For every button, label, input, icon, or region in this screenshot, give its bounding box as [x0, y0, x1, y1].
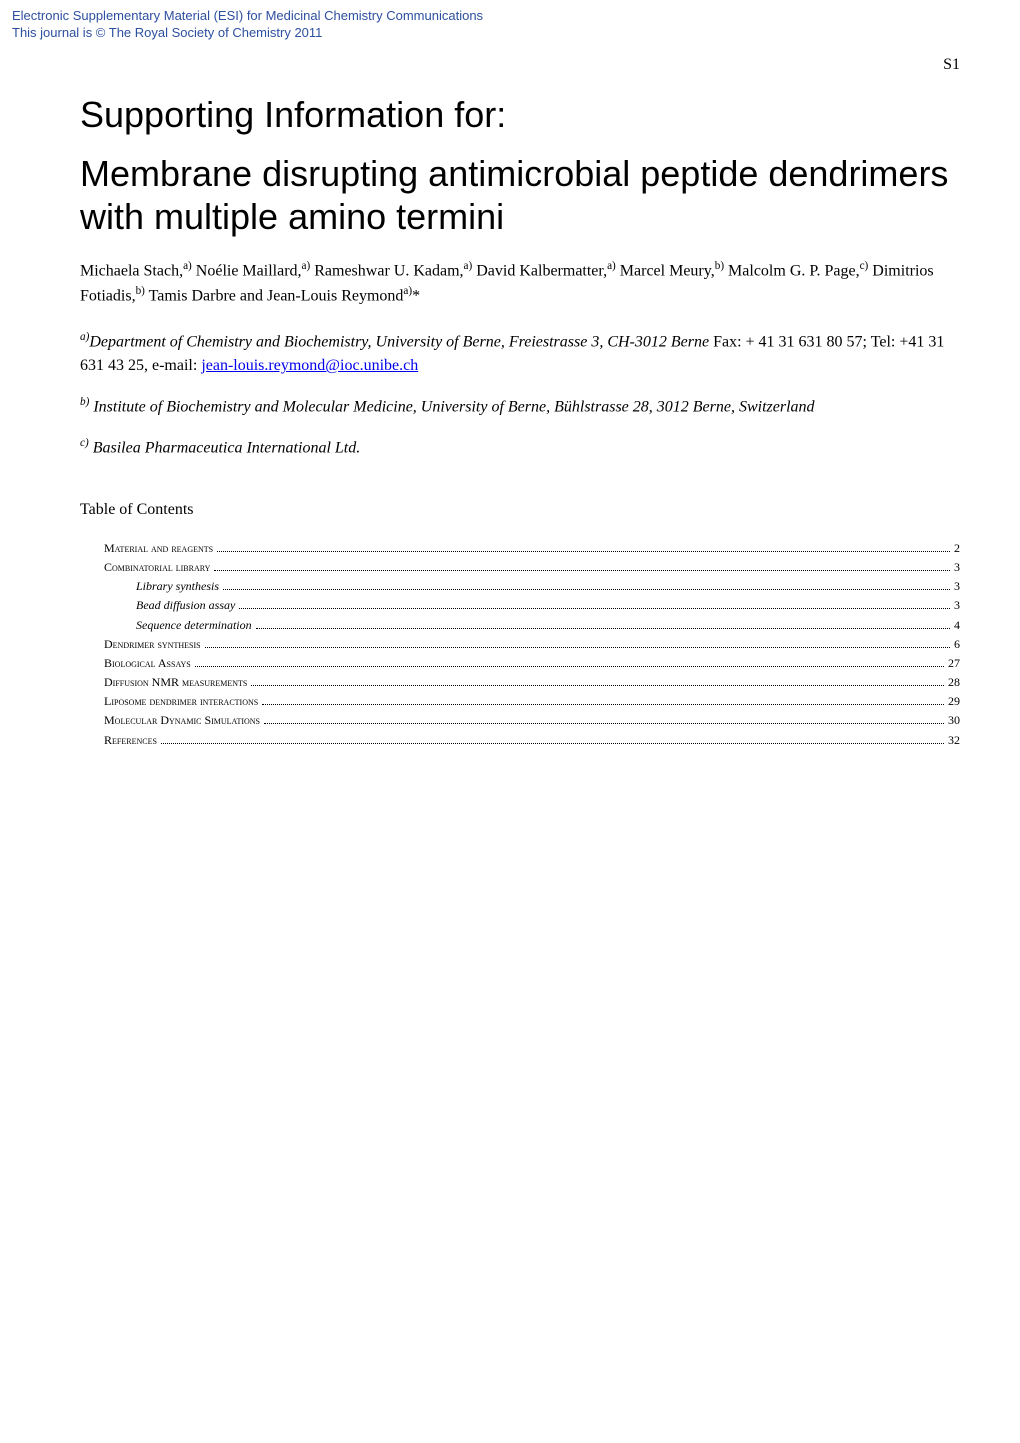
- toc-label: References: [80, 731, 157, 750]
- toc-heading: Table of Contents: [80, 501, 960, 519]
- esi-header: Electronic Supplementary Material (ESI) …: [0, 0, 1020, 46]
- toc-page: 2: [954, 539, 960, 558]
- affiliation-2: c) Basilea Pharmaceutica International L…: [80, 435, 960, 460]
- toc-dots: [217, 551, 950, 552]
- toc-dots: [195, 666, 944, 667]
- toc-label: Liposome dendrimer interactions: [80, 692, 258, 711]
- toc-page: 3: [954, 558, 960, 577]
- toc-item: References 32: [80, 731, 960, 750]
- subtitle: Membrane disrupting antimicrobial peptid…: [80, 152, 960, 238]
- toc-page: 3: [954, 596, 960, 615]
- toc-label: Bead diffusion assay: [80, 596, 235, 615]
- toc-dots: [205, 647, 950, 648]
- toc-dots: [214, 570, 950, 571]
- toc-item: Bead diffusion assay 3: [80, 596, 960, 615]
- toc-label: Library synthesis: [80, 577, 219, 596]
- authors: Michaela Stach,a) Noélie Maillard,a) Ram…: [80, 258, 960, 309]
- email-link[interactable]: jean-louis.reymond@ioc.unibe.ch: [201, 357, 418, 374]
- toc-item: Combinatorial library 3: [80, 558, 960, 577]
- toc-label: Sequence determination: [80, 616, 252, 635]
- main-title: Supporting Information for:: [80, 94, 960, 136]
- page-content: Supporting Information for: Membrane dis…: [0, 74, 1020, 790]
- toc-page: 28: [948, 673, 960, 692]
- table-of-contents: Material and reagents2Combinatorial libr…: [80, 539, 960, 750]
- page-number: S1: [0, 46, 1020, 74]
- esi-header-line2: This journal is © The Royal Society of C…: [12, 25, 1008, 42]
- toc-page: 4: [954, 616, 960, 635]
- toc-item: Library synthesis 3: [80, 577, 960, 596]
- toc-page: 32: [948, 731, 960, 750]
- toc-dots: [223, 589, 950, 590]
- toc-item: Liposome dendrimer interactions 29: [80, 692, 960, 711]
- toc-page: 3: [954, 577, 960, 596]
- toc-label: Combinatorial library: [80, 558, 210, 577]
- toc-page: 27: [948, 654, 960, 673]
- toc-dots: [161, 743, 944, 744]
- toc-label: Diffusion NMR measurements: [80, 673, 247, 692]
- toc-dots: [264, 723, 944, 724]
- affiliations: a)Department of Chemistry and Biochemist…: [80, 329, 960, 461]
- toc-item: Material and reagents 2: [80, 539, 960, 558]
- toc-item: Molecular Dynamic Simulations 30: [80, 711, 960, 730]
- toc-item: Sequence determination 4: [80, 616, 960, 635]
- toc-label: Molecular Dynamic Simulations: [80, 711, 260, 730]
- esi-header-line1: Electronic Supplementary Material (ESI) …: [12, 8, 1008, 25]
- toc-page: 29: [948, 692, 960, 711]
- toc-dots: [262, 704, 944, 705]
- toc-page: 6: [954, 635, 960, 654]
- affiliation-1: b) Institute of Biochemistry and Molecul…: [80, 394, 960, 419]
- toc-label: Biological Assays: [80, 654, 191, 673]
- affiliation-0: a)Department of Chemistry and Biochemist…: [80, 329, 960, 378]
- toc-item: Diffusion NMR measurements 28: [80, 673, 960, 692]
- toc-label: Material and reagents: [80, 539, 213, 558]
- toc-dots: [256, 628, 950, 629]
- toc-item: Dendrimer synthesis 6: [80, 635, 960, 654]
- toc-label: Dendrimer synthesis: [80, 635, 201, 654]
- toc-dots: [239, 608, 950, 609]
- toc-dots: [251, 685, 944, 686]
- toc-item: Biological Assays 27: [80, 654, 960, 673]
- toc-page: 30: [948, 711, 960, 730]
